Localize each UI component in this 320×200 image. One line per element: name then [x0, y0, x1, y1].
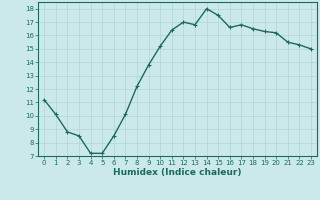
- X-axis label: Humidex (Indice chaleur): Humidex (Indice chaleur): [113, 168, 242, 177]
